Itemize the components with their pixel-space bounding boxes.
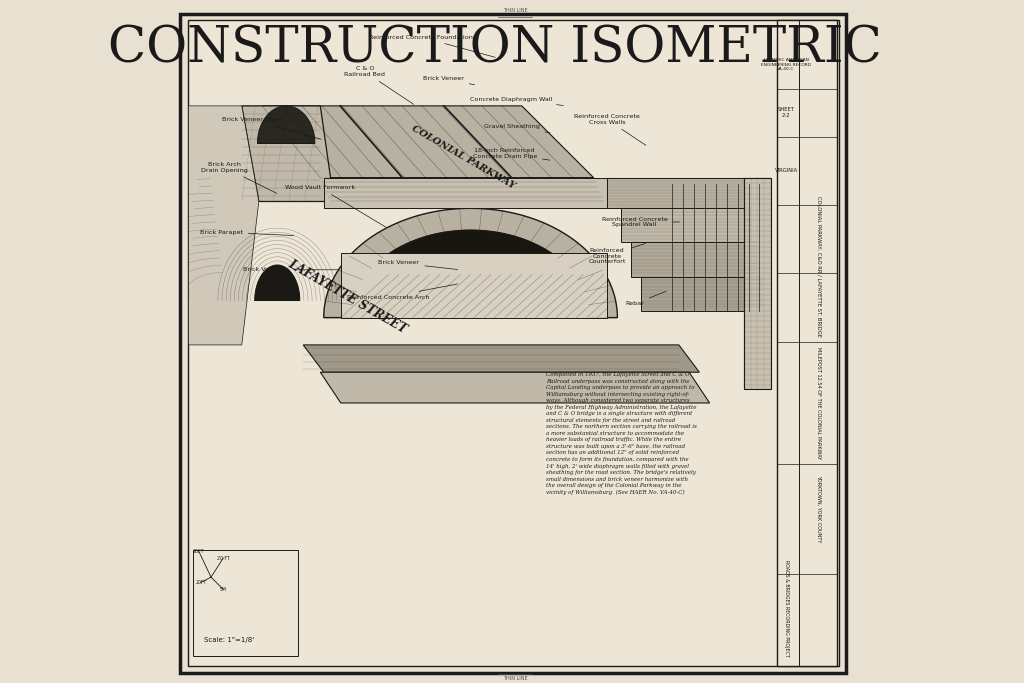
Polygon shape xyxy=(242,106,334,201)
Polygon shape xyxy=(631,242,758,277)
Polygon shape xyxy=(303,345,699,372)
Text: VIRGINIA: VIRGINIA xyxy=(774,168,798,173)
FancyBboxPatch shape xyxy=(180,14,846,673)
Text: MILEPOST 12.54 OF THE COLONIAL PARKWAY: MILEPOST 12.54 OF THE COLONIAL PARKWAY xyxy=(816,347,821,459)
Text: YORKTOWN, YORK COUNTY: YORKTOWN, YORK COUNTY xyxy=(816,475,821,542)
Text: HISTORIC AMERICAN
ENGINEERING RECORD
VA-40-C: HISTORIC AMERICAN ENGINEERING RECORD VA-… xyxy=(761,58,811,72)
Text: Brick Veneer: Brick Veneer xyxy=(378,260,458,270)
Text: Brick Arch
Drain Opening: Brick Arch Drain Opening xyxy=(202,162,276,193)
Polygon shape xyxy=(255,265,300,301)
Text: Reinforced Concrete
Cross Walls: Reinforced Concrete Cross Walls xyxy=(574,114,646,145)
Text: Gravel Sheathing: Gravel Sheathing xyxy=(483,124,550,133)
Polygon shape xyxy=(641,277,762,311)
Polygon shape xyxy=(262,106,594,178)
Text: Completed in 1937, the Lafayette Street and C & O
Railroad underpass was constru: Completed in 1937, the Lafayette Street … xyxy=(546,372,696,495)
Text: Wood Vault Formwork: Wood Vault Formwork xyxy=(286,185,386,227)
Text: Scale: 1"=1/8': Scale: 1"=1/8' xyxy=(204,637,254,643)
FancyBboxPatch shape xyxy=(776,20,837,666)
Polygon shape xyxy=(188,106,259,345)
Text: COLONIAL PARKWAY, C&O RR / LAFAYETTE ST. BRIDGE: COLONIAL PARKWAY, C&O RR / LAFAYETTE ST.… xyxy=(816,196,821,337)
Text: 26FT: 26FT xyxy=(194,548,205,554)
Text: THIN LINE: THIN LINE xyxy=(503,8,527,13)
Text: CONSTRUCTION ISOMETRIC: CONSTRUCTION ISOMETRIC xyxy=(108,25,882,74)
Text: LAFAYETTE STREET: LAFAYETTE STREET xyxy=(286,257,410,337)
Polygon shape xyxy=(743,178,771,389)
Polygon shape xyxy=(621,208,751,242)
Text: Brick Veneer: Brick Veneer xyxy=(423,76,475,85)
Polygon shape xyxy=(321,178,607,201)
Text: 20FT: 20FT xyxy=(196,580,207,585)
Text: Brick Veneer Wash: Brick Veneer Wash xyxy=(222,117,322,139)
Text: COLONIAL PARKWAY: COLONIAL PARKWAY xyxy=(411,124,517,191)
Text: ROADS & BRIDGES RECORDING PROJECT: ROADS & BRIDGES RECORDING PROJECT xyxy=(783,559,788,656)
Text: 18-inch Reinforced
Concrete Drain Pipe: 18-inch Reinforced Concrete Drain Pipe xyxy=(472,148,550,160)
Text: Reinforced Concrete Foundations: Reinforced Concrete Foundations xyxy=(369,35,496,57)
Text: Brick Parapet: Brick Parapet xyxy=(200,229,294,236)
Polygon shape xyxy=(607,178,743,208)
Text: C & O
Railroad Bed: C & O Railroad Bed xyxy=(344,66,414,104)
FancyBboxPatch shape xyxy=(188,20,839,666)
Text: 20 FT: 20 FT xyxy=(217,555,229,561)
Polygon shape xyxy=(351,230,590,318)
Text: SHEET
2-2: SHEET 2-2 xyxy=(777,107,795,118)
Text: Reinforced Concrete
Spandrel Wall: Reinforced Concrete Spandrel Wall xyxy=(601,217,680,227)
Polygon shape xyxy=(324,208,617,318)
Polygon shape xyxy=(321,372,710,403)
Text: 5M: 5M xyxy=(220,587,226,592)
Polygon shape xyxy=(324,178,610,208)
Text: Brick Voussoir: Brick Voussoir xyxy=(243,267,338,273)
Text: Rebar: Rebar xyxy=(625,292,666,307)
Text: Reinforced
Concrete
Counterfort: Reinforced Concrete Counterfort xyxy=(589,243,645,264)
Text: Concrete Diaphragm Wall: Concrete Diaphragm Wall xyxy=(470,96,563,105)
FancyBboxPatch shape xyxy=(193,550,298,656)
Polygon shape xyxy=(341,253,607,318)
Text: THIN LINE: THIN LINE xyxy=(503,676,527,682)
Polygon shape xyxy=(257,106,314,143)
Text: Reinforced Concrete Arch: Reinforced Concrete Arch xyxy=(347,284,458,300)
